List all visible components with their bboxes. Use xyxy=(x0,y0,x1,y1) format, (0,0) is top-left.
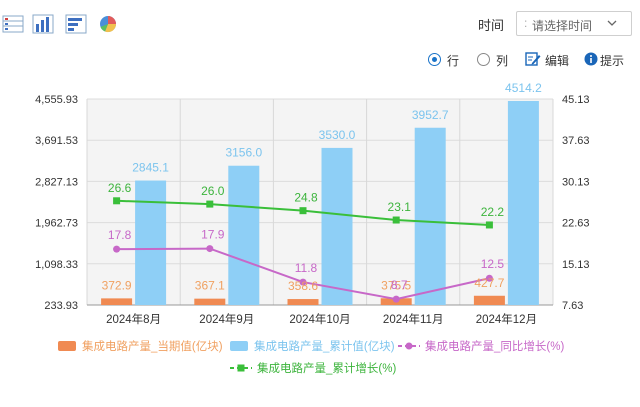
data-label-cumulative-growth: 26.0 xyxy=(201,184,225,198)
bar-current xyxy=(473,295,505,305)
column-radio[interactable] xyxy=(477,53,490,66)
data-label-cumulative: 3530.0 xyxy=(319,128,356,142)
y-left-tick-label: 2,827.13 xyxy=(35,176,78,188)
x-tick-label: 2024年11月 xyxy=(383,312,444,326)
edit-label[interactable]: 编辑 xyxy=(545,54,570,68)
data-label-yoy-growth: 8.7 xyxy=(391,278,408,292)
data-label-current: 372.9 xyxy=(102,278,132,292)
y-left-tick-label: 3,691.53 xyxy=(35,135,78,147)
data-label-yoy-growth: 12.5 xyxy=(481,257,505,271)
column-label: 列 xyxy=(496,54,509,68)
time-select-dropdown[interactable]: : 请选择时间 xyxy=(516,11,632,36)
y-right-tick-label: 15.13 xyxy=(562,259,590,271)
data-label-cumulative-growth: 22.2 xyxy=(481,205,505,219)
time-select-placeholder: 请选择时间 xyxy=(532,19,593,33)
table-view-icon[interactable] xyxy=(2,13,24,35)
point-yoy-growth xyxy=(206,245,214,253)
y-right-tick-label: 22.63 xyxy=(562,218,590,230)
data-label-yoy-growth: 11.8 xyxy=(295,261,318,275)
data-label-cumulative-growth: 23.1 xyxy=(388,200,412,214)
data-label-current: 358.6 xyxy=(288,279,318,293)
legend-swatch-cumulative xyxy=(230,341,248,351)
y-right-tick-label: 37.63 xyxy=(562,135,590,147)
point-cumulative-growth xyxy=(485,221,493,229)
point-yoy-growth xyxy=(485,274,493,282)
data-label-current: 375.5 xyxy=(381,278,411,292)
x-tick-label: 2024年9月 xyxy=(199,312,254,326)
point-cumulative-growth xyxy=(206,200,214,208)
time-separator: : xyxy=(524,16,528,30)
legend-marker-cumulative-growth xyxy=(237,364,245,372)
legend-label-cumulative-growth: 集成电路产量_累计增长(%) xyxy=(257,361,396,375)
y-right-tick-label: 7.63 xyxy=(562,300,583,312)
y-left-tick-label: 233.93 xyxy=(44,300,78,312)
point-yoy-growth xyxy=(392,295,400,303)
combo-chart: 4,555.93 45.13 3,691.53 37.63 2,827.13 30.13 1… xyxy=(35,81,590,375)
data-label-cumulative: 3952.7 xyxy=(412,108,449,122)
y-left-tick-label: 1,962.73 xyxy=(35,218,78,230)
edit-icon[interactable] xyxy=(525,51,541,67)
bar-cumulative xyxy=(507,100,539,305)
legend-swatch-current xyxy=(58,341,76,351)
chevron-down-icon xyxy=(607,20,617,26)
time-label: 时间 xyxy=(478,18,505,33)
x-tick-label: 2024年12月 xyxy=(476,312,537,326)
display-options: 行 列 编辑 提示 xyxy=(0,50,640,70)
x-tick-label: 2024年8月 xyxy=(106,312,161,326)
data-label-current: 367.1 xyxy=(195,279,225,293)
point-yoy-growth xyxy=(299,278,307,286)
data-label-cumulative: 2845.1 xyxy=(132,161,169,175)
y-left-tick-label: 1,098.33 xyxy=(35,259,78,271)
legend-label-yoy-growth: 集成电路产量_同比增长(%) xyxy=(425,339,564,353)
legend-label-current: 集成电路产量_当期值(亿块) xyxy=(82,339,223,353)
hint-label[interactable]: 提示 xyxy=(600,54,625,68)
point-cumulative-growth xyxy=(392,216,400,224)
bar-current xyxy=(101,298,133,305)
pie-chart-icon[interactable] xyxy=(97,13,119,35)
y-left-tick-label: 4,555.93 xyxy=(35,94,78,106)
bar-cumulative xyxy=(135,180,167,305)
data-label-cumulative: 4514.2 xyxy=(505,81,542,95)
data-label-cumulative: 3156.0 xyxy=(225,146,262,160)
bar-chart-icon[interactable] xyxy=(32,13,54,35)
point-cumulative-growth xyxy=(113,197,121,205)
horizontal-bar-icon[interactable] xyxy=(65,13,87,35)
bar-cumulative xyxy=(321,147,353,305)
legend-marker-yoy-growth xyxy=(405,342,413,350)
data-label-yoy-growth: 17.8 xyxy=(108,228,132,242)
info-icon[interactable] xyxy=(584,52,598,66)
row-label: 行 xyxy=(447,54,460,68)
bar-cumulative xyxy=(228,165,260,305)
toolbar: 时间 : 请选择时间 xyxy=(0,0,640,44)
bar-cumulative xyxy=(414,127,446,305)
data-label-yoy-growth: 17.9 xyxy=(201,228,225,242)
point-cumulative-growth xyxy=(299,207,307,215)
row-radio[interactable] xyxy=(428,53,441,66)
data-label-cumulative-growth: 26.6 xyxy=(108,181,132,195)
y-right-tick-label: 45.13 xyxy=(562,94,590,106)
y-right-tick-label: 30.13 xyxy=(562,176,590,188)
data-label-current: 427.7 xyxy=(474,276,504,290)
bar-current xyxy=(287,299,319,305)
legend-label-cumulative: 集成电路产量_累计值(亿块) xyxy=(254,339,395,353)
bar-current xyxy=(194,298,226,305)
point-yoy-growth xyxy=(113,245,121,253)
data-label-cumulative-growth: 24.8 xyxy=(294,191,318,205)
x-tick-label: 2024年10月 xyxy=(289,312,350,326)
